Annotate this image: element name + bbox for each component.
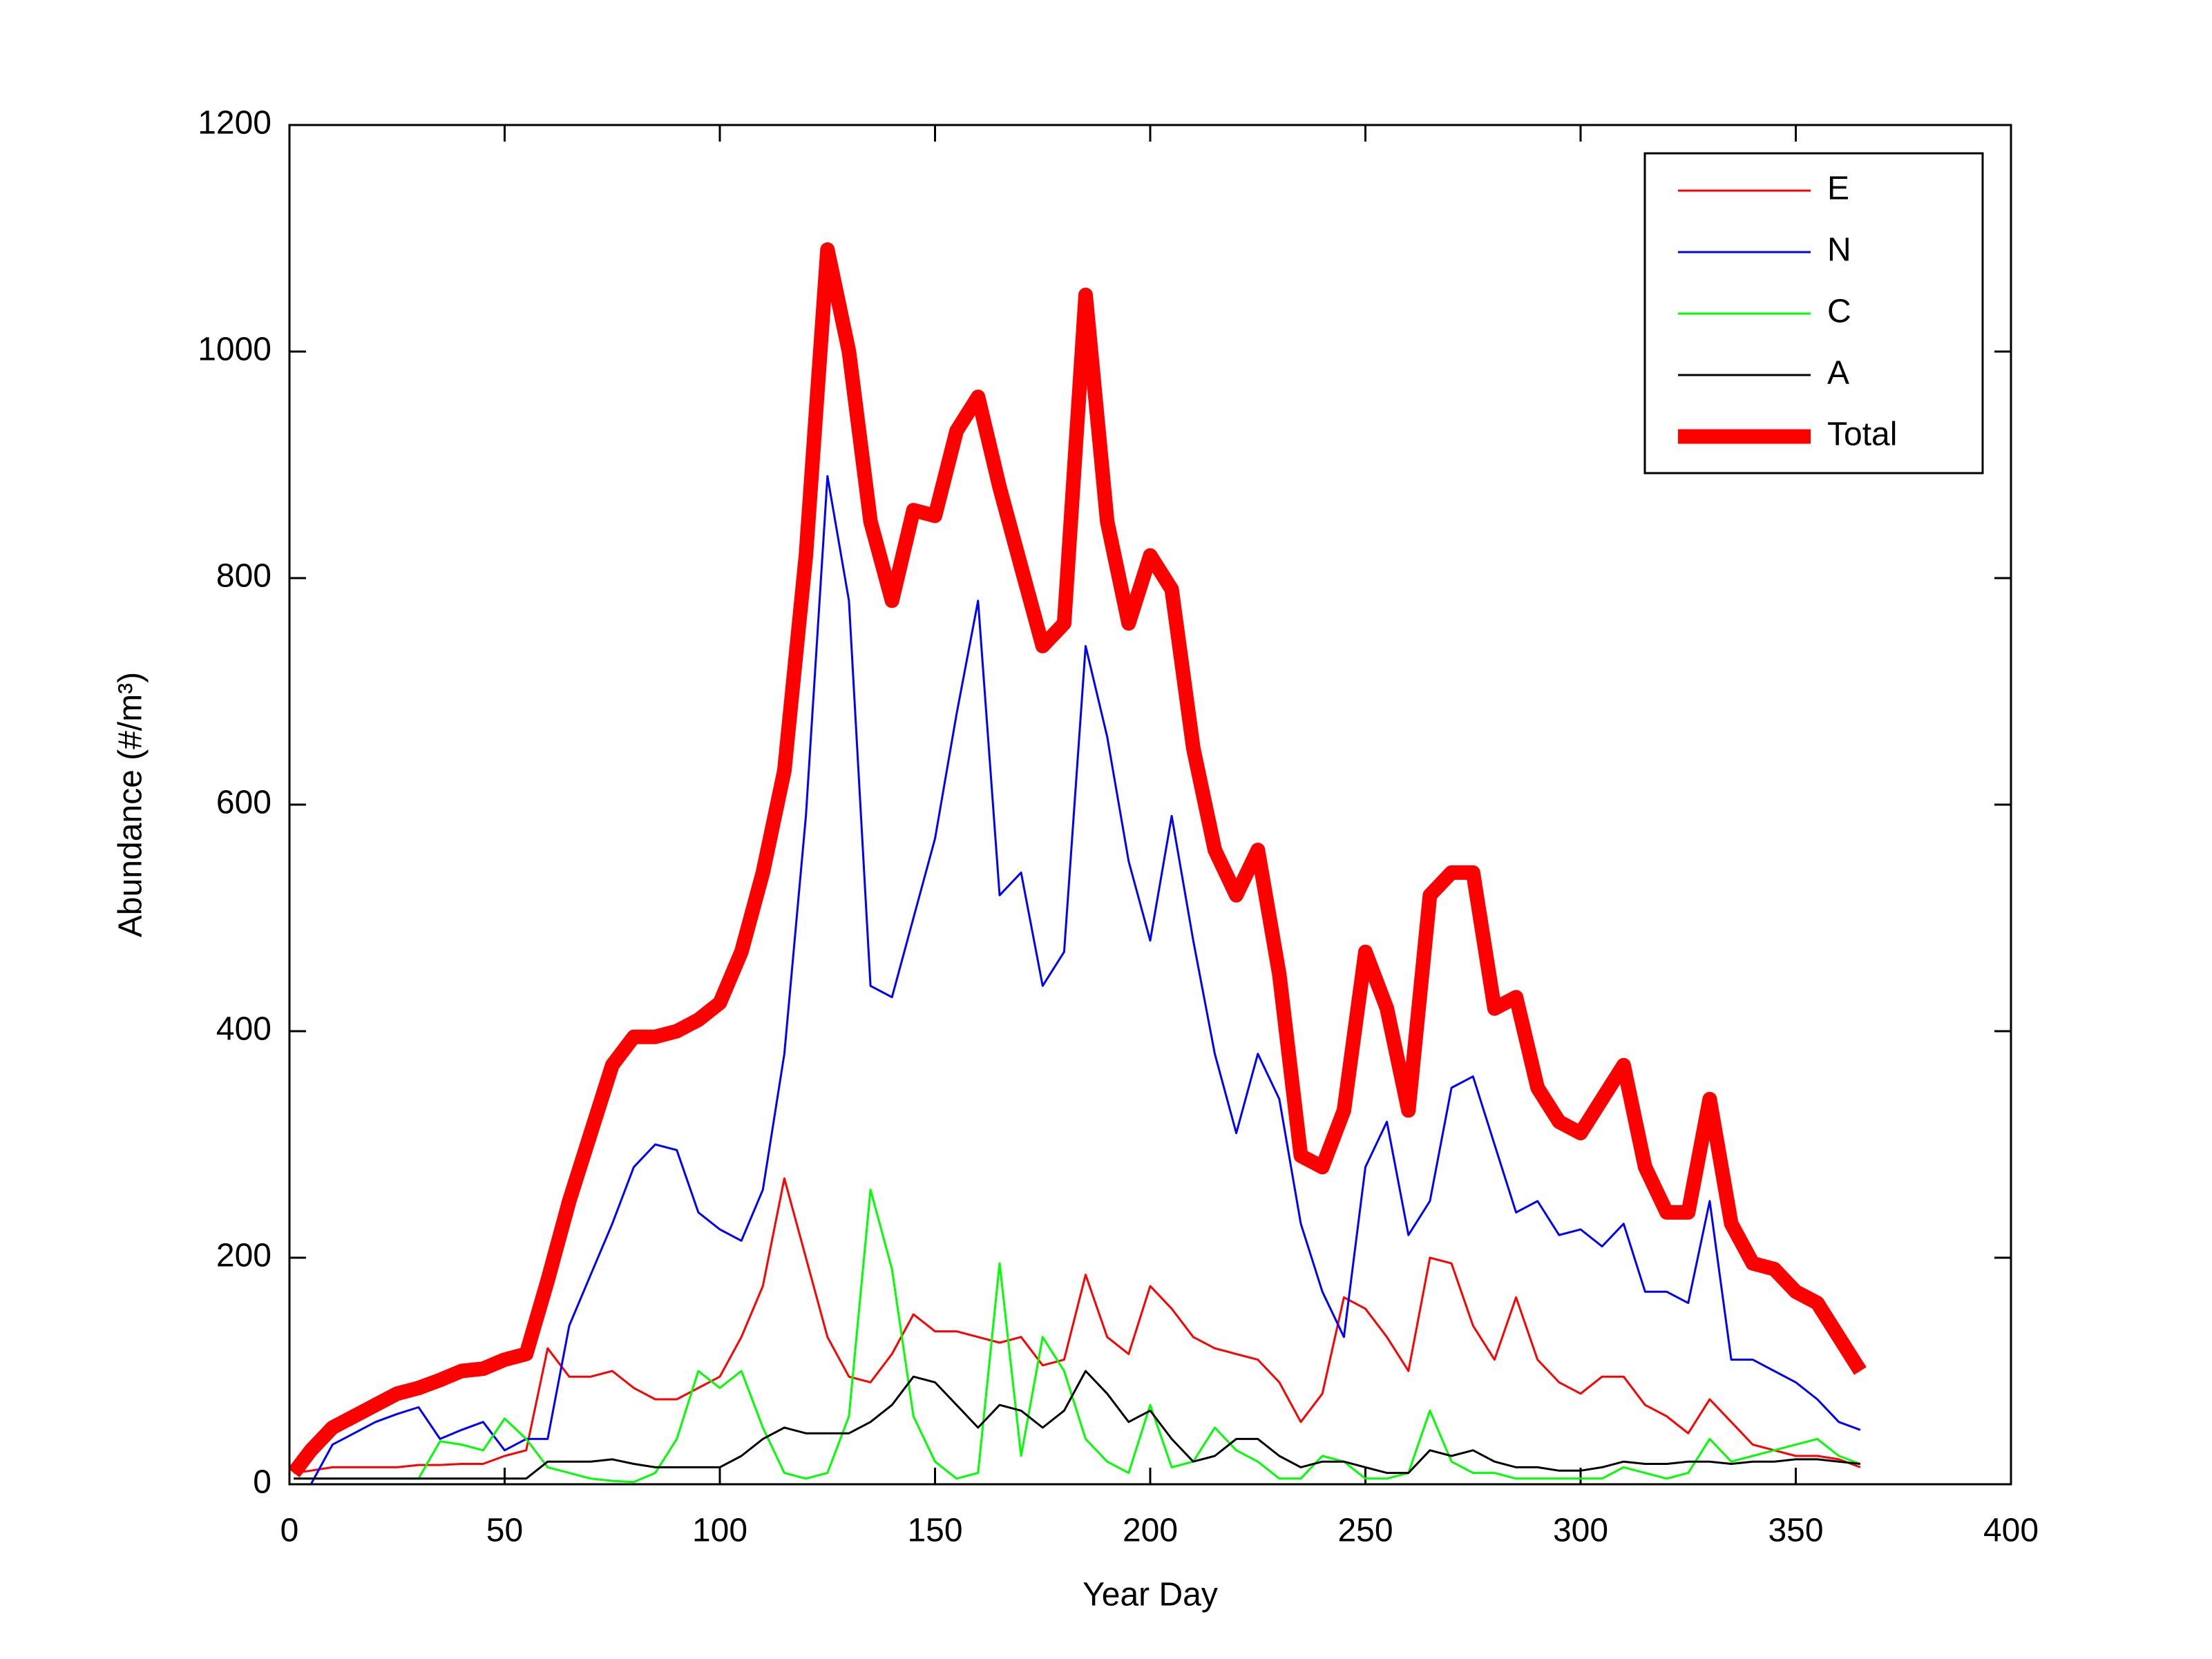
x-tick-label: 350	[1768, 1513, 1823, 1549]
y-tick-label: 800	[216, 558, 271, 595]
legend-label: A	[1827, 355, 1849, 392]
x-tick-label: 250	[1337, 1513, 1393, 1549]
series-line	[294, 474, 1861, 1484]
series-line	[289, 242, 1867, 1477]
x-tick-label: 150	[907, 1513, 962, 1549]
series-line	[294, 1189, 1861, 1484]
x-tick-label: 0	[280, 1513, 299, 1549]
legend-label: E	[1827, 171, 1849, 207]
x-tick-label: 50	[486, 1513, 523, 1549]
x-axis-label: Year Day	[1083, 1577, 1218, 1613]
y-tick-label: 200	[216, 1238, 271, 1274]
y-tick-label: 1000	[198, 332, 271, 368]
y-axis-label: Abundance (#/m³)	[113, 672, 149, 937]
legend-label: Total	[1827, 416, 1897, 453]
y-tick-label: 1200	[198, 105, 271, 142]
legend-label: C	[1827, 294, 1851, 330]
series-line	[294, 1177, 1861, 1475]
x-tick-label: 300	[1553, 1513, 1608, 1549]
x-tick-label: 400	[1983, 1513, 2039, 1549]
y-tick-label: 400	[216, 1011, 271, 1048]
plot-frame	[288, 124, 2012, 1486]
x-tick-label: 100	[692, 1513, 747, 1549]
series-line	[294, 1370, 1861, 1480]
y-tick-label: 600	[216, 785, 271, 821]
y-tick-label: 0	[253, 1464, 271, 1501]
x-tick-label: 200	[1123, 1513, 1178, 1549]
legend-label: N	[1827, 232, 1851, 269]
